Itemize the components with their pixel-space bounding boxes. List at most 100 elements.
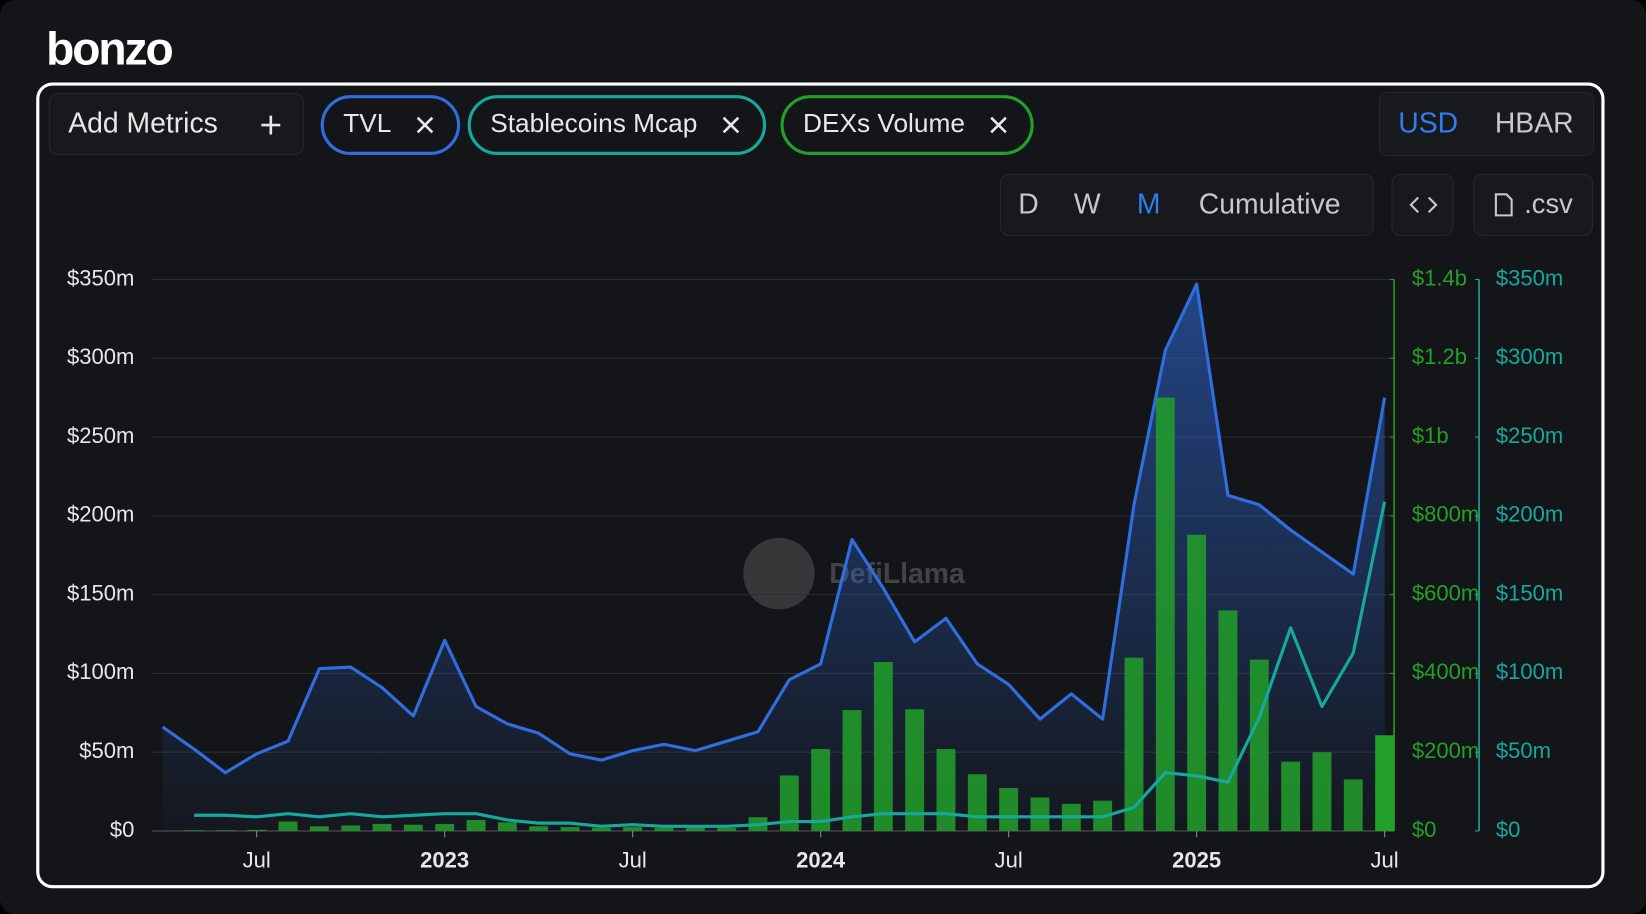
- y-tick-label: $0: [1412, 817, 1437, 842]
- y-tick-label: $300m: [67, 344, 134, 369]
- y-tick-label: $200m: [1496, 502, 1563, 527]
- bar: [717, 827, 737, 832]
- chip-label: TVL: [343, 108, 391, 138]
- y-tick-label: $300m: [1496, 344, 1563, 369]
- bar: [341, 825, 361, 832]
- y-tick-label: $250m: [1496, 423, 1563, 448]
- currency-toggle[interactable]: USD HBAR: [1378, 91, 1595, 157]
- bar: [842, 710, 862, 832]
- close-icon[interactable]: [990, 116, 1007, 134]
- y-tick-label: $1b: [1412, 423, 1449, 448]
- bar: [811, 749, 831, 832]
- y-tick-label: $350m: [67, 265, 134, 290]
- chip-border: [467, 95, 767, 155]
- close-icon[interactable]: [722, 116, 740, 134]
- y-tick-label: $350m: [1496, 265, 1563, 290]
- code-icon: [1409, 196, 1438, 213]
- y-tick-label: $0: [1496, 817, 1521, 842]
- area: [162, 284, 1385, 832]
- period-option[interactable]: M: [1137, 188, 1161, 220]
- period-toggle[interactable]: D W M Cumulative: [999, 173, 1374, 236]
- x-tick-label: Jul: [995, 847, 1023, 872]
- bar: [999, 788, 1019, 832]
- close-icon[interactable]: [416, 116, 434, 134]
- button-label: Add Metrics: [68, 107, 218, 139]
- bar: [623, 827, 643, 832]
- toggle-bg: [1378, 91, 1595, 157]
- bar: [247, 829, 267, 832]
- bar: [1281, 761, 1301, 832]
- bar: [529, 826, 549, 832]
- y-tick-label: $150m: [67, 580, 134, 605]
- bar: [466, 819, 486, 832]
- period-option[interactable]: W: [1074, 188, 1101, 220]
- y-tick-label: $0: [110, 817, 135, 842]
- bar: [1312, 752, 1332, 832]
- bar: [184, 830, 204, 832]
- x-tick-label: Jul: [619, 847, 647, 872]
- line: [161, 282, 1387, 775]
- x-tick-label: 2025: [1172, 847, 1221, 872]
- bar: [654, 827, 674, 832]
- bar: [1218, 610, 1238, 832]
- bar: [1155, 397, 1175, 832]
- button-bg: [1391, 173, 1454, 236]
- y-tick-label: $200m: [1412, 738, 1479, 763]
- y-tick-label: $600m: [1412, 580, 1479, 605]
- bar: [215, 830, 235, 832]
- watermark-logo: [743, 537, 815, 610]
- x-tick-label: 2024: [796, 847, 846, 872]
- bar: [1124, 657, 1144, 832]
- chip-border: [320, 95, 461, 155]
- bar: [497, 822, 517, 832]
- y-tick-label: $50m: [1496, 738, 1551, 763]
- bar: [372, 823, 392, 832]
- file-icon: [1494, 193, 1513, 217]
- y-tick-label: $200m: [67, 502, 134, 527]
- chip-label: Stablecoins Mcap: [490, 108, 697, 138]
- bar: [905, 709, 925, 832]
- bar: [873, 661, 893, 832]
- embed-button[interactable]: [1391, 173, 1454, 236]
- y-tick-label: $1.4b: [1412, 265, 1467, 290]
- metric-chip[interactable]: TVL: [320, 95, 461, 155]
- x-tick-label: Jul: [1371, 847, 1399, 872]
- y-tick-label: $250m: [67, 423, 134, 448]
- y-tick-label: $100m: [1496, 659, 1563, 684]
- csv-button[interactable]: .csv: [1473, 173, 1593, 236]
- currency-option[interactable]: USD: [1398, 107, 1458, 139]
- add-metrics-button[interactable]: Add Metrics: [48, 92, 304, 155]
- logo: bonzo: [46, 23, 172, 75]
- metric-chip[interactable]: DEXs Volume: [780, 95, 1034, 155]
- bar: [1343, 779, 1363, 832]
- currency-option[interactable]: HBAR: [1495, 107, 1574, 139]
- bar: [435, 823, 455, 832]
- bar: [1249, 659, 1269, 832]
- button-label: .csv: [1524, 188, 1573, 219]
- period-option[interactable]: Cumulative: [1199, 188, 1341, 220]
- bar: [1030, 797, 1050, 832]
- x-tick-label: Jul: [243, 847, 271, 872]
- bar: [779, 775, 799, 832]
- y-tick-label: $800m: [1412, 502, 1479, 527]
- button-bg: [48, 92, 304, 155]
- bar: [936, 749, 956, 832]
- bar: [1375, 735, 1395, 832]
- y-tick-label: $50m: [79, 738, 134, 763]
- bar: [1187, 534, 1207, 832]
- plus-icon: [261, 115, 281, 135]
- y-tick-label: $1.2b: [1412, 344, 1467, 369]
- bar: [685, 827, 705, 832]
- metric-chip[interactable]: Stablecoins Mcap: [467, 95, 767, 155]
- y-tick-label: $100m: [67, 659, 134, 684]
- bar: [278, 821, 298, 832]
- y-tick-label: $150m: [1496, 580, 1563, 605]
- y-tick-label: $400m: [1412, 659, 1479, 684]
- x-tick-label: 2023: [420, 847, 469, 872]
- bar: [309, 826, 329, 832]
- bar: [591, 827, 611, 832]
- line: [194, 501, 1387, 828]
- period-option[interactable]: D: [1018, 188, 1038, 220]
- button-bg: [1473, 173, 1593, 236]
- bar: [403, 824, 423, 832]
